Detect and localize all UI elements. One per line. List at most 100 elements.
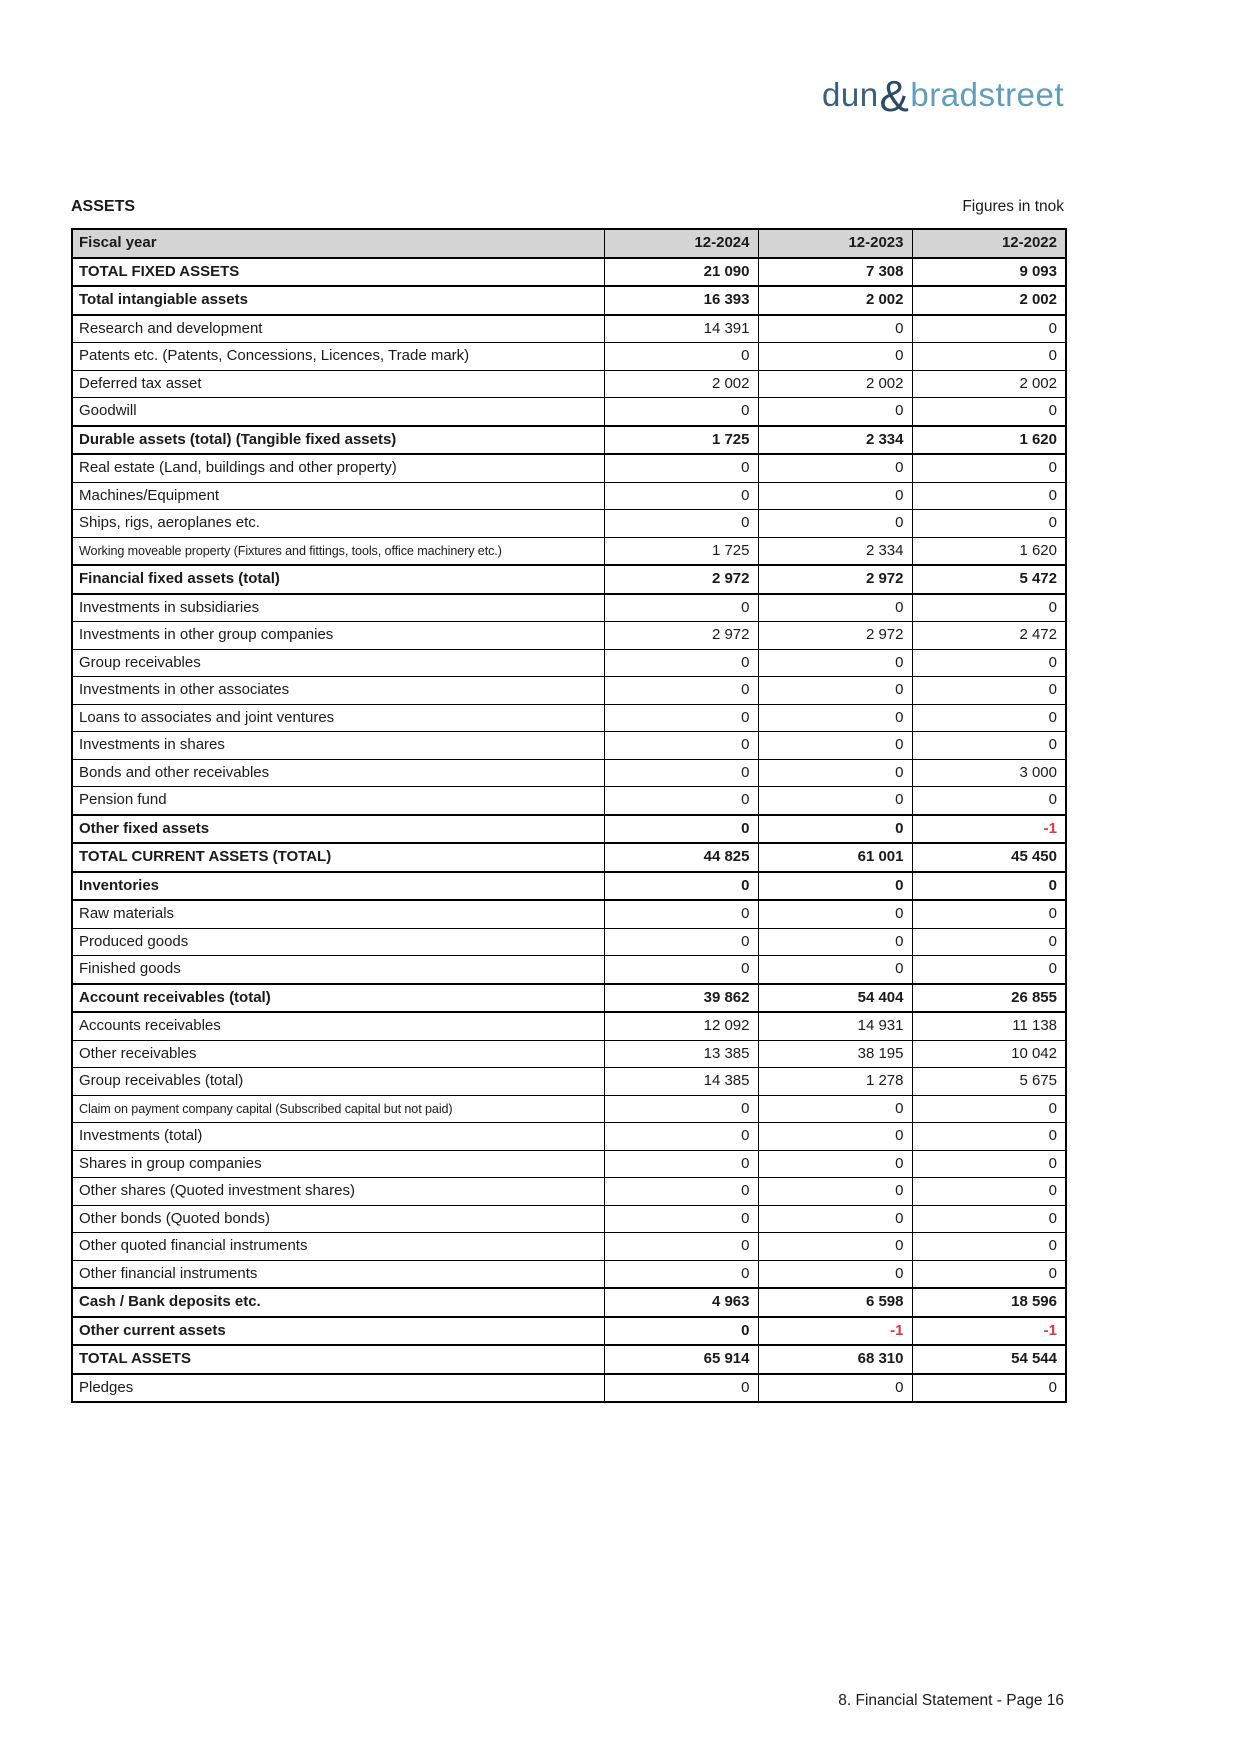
row-value: 0: [911, 1259, 1067, 1289]
row-label: Group receivables: [71, 648, 605, 677]
row-value: 0: [603, 1232, 759, 1261]
row-value: 0: [757, 1259, 913, 1289]
row-value: 10 042: [911, 1039, 1067, 1068]
row-value: 0: [757, 1204, 913, 1233]
table-row: Finished goods 0 0 0: [71, 955, 1067, 984]
row-value: 0: [911, 899, 1067, 929]
row-label: Other shares (Quoted investment shares): [71, 1177, 605, 1206]
table-row: Accounts receivables 12 092 14 931 11 138: [71, 1011, 1067, 1041]
row-value: 0: [911, 1094, 1067, 1123]
row-value: 0: [757, 481, 913, 510]
row-value: 12 092: [603, 1011, 759, 1041]
row-label: Other current assets: [71, 1315, 605, 1346]
logo-text-dun: dun: [821, 76, 879, 113]
row-value: 0: [603, 1177, 759, 1206]
column-header-year: 12-2023: [757, 228, 913, 259]
row-value: 65 914: [603, 1344, 759, 1375]
table-row: Deferred tax asset 2 002 2 002 2 002: [71, 369, 1067, 398]
row-value: 0: [911, 786, 1067, 815]
row-value: 0: [603, 1094, 759, 1123]
row-value: 0: [757, 1094, 913, 1123]
table-row: Durable assets (total) (Tangible fixed a…: [71, 424, 1067, 455]
table-row: Produced goods 0 0 0: [71, 927, 1067, 956]
row-value: 0: [603, 927, 759, 956]
table-row: TOTAL CURRENT ASSETS (TOTAL) 44 825 61 001…: [71, 842, 1067, 873]
row-value: 2 472: [911, 621, 1067, 650]
row-label: Ships, rigs, aeroplanes etc.: [71, 509, 605, 538]
page-footer: 8. Financial Statement - Page 16: [838, 1692, 1064, 1709]
row-value: 0: [757, 509, 913, 538]
table-row: Claim on payment company capital (Subscr…: [71, 1094, 1067, 1123]
row-value: 54 404: [757, 982, 913, 1013]
units-note: Figures in tnok: [962, 198, 1064, 215]
row-value: 0: [911, 1204, 1067, 1233]
row-value: 0: [911, 1149, 1067, 1178]
row-label: Investments in other associates: [71, 676, 605, 705]
row-label: Inventories: [71, 870, 605, 901]
table-row: Real estate (Land, buildings and other p…: [71, 453, 1067, 483]
table-row: Other quoted financial instruments 0 0 0: [71, 1232, 1067, 1261]
table-row: Inventories 0 0 0: [71, 870, 1067, 901]
row-value: 21 090: [603, 256, 759, 287]
assets-table: Fiscal year 12-2024 12-2023 12-2022 TOTAL F…: [71, 228, 1067, 1403]
row-label: Patents etc. (Patents, Concessions, Lice…: [71, 342, 605, 371]
row-label: TOTAL CURRENT ASSETS (TOTAL): [71, 842, 605, 873]
row-label: Real estate (Land, buildings and other p…: [71, 453, 605, 483]
row-value: 0: [603, 1259, 759, 1289]
row-label: Pledges: [71, 1373, 605, 1403]
row-label: Accounts receivables: [71, 1011, 605, 1041]
column-header-fiscal-year: Fiscal year: [71, 228, 605, 259]
table-row: Investments (total) 0 0 0: [71, 1122, 1067, 1151]
row-label: Finished goods: [71, 955, 605, 984]
row-value: 2 334: [757, 536, 913, 566]
table-row: Other receivables 13 385 38 195 10 042: [71, 1039, 1067, 1068]
section-title: ASSETS: [71, 198, 136, 215]
row-value: 0: [911, 397, 1067, 426]
table-row: Investments in other associates 0 0 0: [71, 676, 1067, 705]
row-value: 0: [911, 870, 1067, 901]
row-value: 0: [911, 927, 1067, 956]
row-value: 2 972: [603, 564, 759, 595]
row-label: TOTAL FIXED ASSETS: [71, 256, 605, 287]
row-value: 0: [603, 899, 759, 929]
row-value: 14 391: [603, 314, 759, 343]
table-row: Investments in other group companies 2 97…: [71, 621, 1067, 650]
row-value: 0: [757, 453, 913, 483]
row-label: Investments in shares: [71, 731, 605, 760]
column-header-year: 12-2024: [603, 228, 759, 259]
row-label: Other financial instruments: [71, 1259, 605, 1289]
row-value: 0: [603, 648, 759, 677]
row-label: Investments (total): [71, 1122, 605, 1151]
row-value: 0: [757, 1177, 913, 1206]
row-value: 0: [757, 813, 913, 844]
table-row: Working moveable property (Fixtures and …: [71, 536, 1067, 566]
row-label: Research and development: [71, 314, 605, 343]
row-label: Working moveable property (Fixtures and …: [71, 536, 605, 566]
row-label: Pension fund: [71, 786, 605, 815]
row-label: TOTAL ASSETS: [71, 1344, 605, 1375]
row-value: 0: [757, 1232, 913, 1261]
table-row: TOTAL FIXED ASSETS 21 090 7 308 9 093: [71, 256, 1067, 287]
table-row: Investments in shares 0 0 0: [71, 731, 1067, 760]
table-row: Raw materials 0 0 0: [71, 899, 1067, 929]
row-value: 5 675: [911, 1067, 1067, 1096]
row-value: 5 472: [911, 564, 1067, 595]
row-value: 0: [911, 342, 1067, 371]
row-value: 0: [603, 509, 759, 538]
row-label: Investments in subsidiaries: [71, 593, 605, 622]
row-value: 2 334: [757, 424, 913, 455]
row-label: Investments in other group companies: [71, 621, 605, 650]
table-row: Ships, rigs, aeroplanes etc. 0 0 0: [71, 509, 1067, 538]
row-label: Other receivables: [71, 1039, 605, 1068]
row-value: 0: [911, 453, 1067, 483]
row-value: 68 310: [757, 1344, 913, 1375]
row-value: 0: [603, 870, 759, 901]
row-value: 0: [757, 786, 913, 815]
table-header-row: Fiscal year 12-2024 12-2023 12-2022: [71, 228, 1067, 259]
row-label: Total intangiable assets: [71, 285, 605, 316]
row-value: 11 138: [911, 1011, 1067, 1041]
column-header-year: 12-2022: [911, 228, 1067, 259]
row-label: Loans to associates and joint ventures: [71, 703, 605, 732]
row-value: 0: [757, 927, 913, 956]
table-row: Loans to associates and joint ventures 0 0…: [71, 703, 1067, 732]
